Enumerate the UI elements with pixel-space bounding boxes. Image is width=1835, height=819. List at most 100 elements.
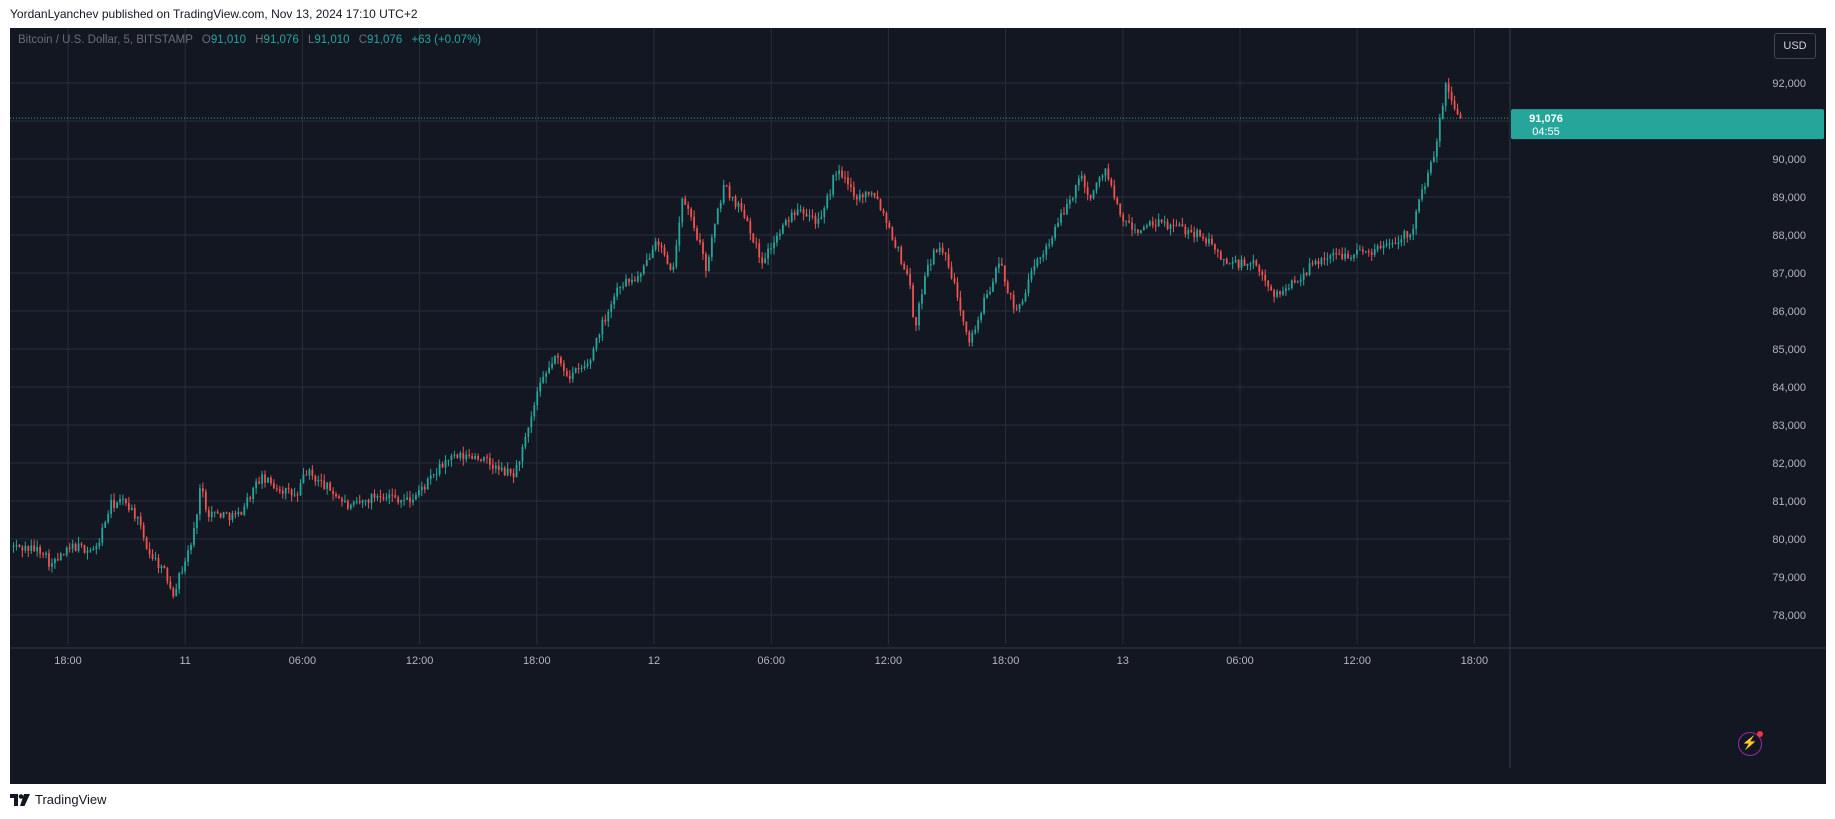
candle-body — [542, 376, 545, 383]
candle-body — [684, 198, 687, 205]
x-tick-label: 18:00 — [523, 655, 551, 667]
x-tick-label: 06:00 — [1226, 655, 1254, 667]
candle-body — [518, 461, 521, 465]
candle-body — [622, 286, 624, 288]
candle-body — [1267, 280, 1270, 287]
candle-body — [1400, 239, 1403, 243]
candle-body — [465, 454, 468, 460]
candle-body — [879, 199, 882, 211]
candle-body — [1338, 253, 1341, 255]
candle-body — [1282, 291, 1284, 295]
candle-body — [391, 494, 394, 496]
candle-body — [1353, 254, 1355, 258]
candle-body — [1125, 220, 1128, 222]
candle-body — [634, 279, 636, 282]
candle-body — [968, 332, 971, 343]
publish-info: YordanLyanchev published on TradingView.… — [10, 7, 418, 21]
candle-body — [503, 467, 506, 476]
candle-body — [175, 589, 178, 597]
candle-body — [506, 468, 509, 476]
candle-body — [311, 469, 314, 476]
candle-body — [98, 542, 101, 546]
candle-body — [1169, 224, 1172, 230]
candle-body — [1184, 226, 1187, 235]
candle-body — [154, 557, 157, 559]
currency-button[interactable]: USD — [1774, 33, 1816, 59]
footer: TradingView — [0, 784, 1835, 819]
candle-body — [850, 184, 852, 187]
candle-body — [545, 373, 548, 377]
candle-body — [346, 500, 349, 509]
candle-body — [1279, 291, 1281, 295]
candle-body — [557, 355, 559, 358]
chart-panel[interactable]: 78,000 79,000 80,000 81,000 82,000 83,000 84,0… — [10, 28, 1826, 784]
candle-body — [480, 459, 482, 461]
candle-body — [1036, 258, 1039, 266]
candle-body — [222, 512, 225, 518]
candle-body — [551, 363, 553, 368]
candle-body — [59, 553, 62, 561]
candle-body — [74, 544, 77, 552]
lightning-alert-icon[interactable]: ⚡ — [1738, 731, 1763, 756]
candle-body — [693, 216, 695, 229]
candle-body — [1104, 168, 1107, 176]
candle-body — [554, 355, 556, 364]
candle-body — [1175, 225, 1178, 227]
candle-body — [15, 545, 18, 547]
candle-body — [539, 382, 542, 392]
candle-body — [1228, 263, 1231, 265]
candle-body — [423, 486, 426, 490]
candle-body — [912, 285, 914, 318]
candle-body — [870, 192, 873, 195]
candle-body — [613, 296, 616, 305]
candle-body — [784, 220, 787, 226]
candle-body — [382, 497, 385, 499]
candle-body — [616, 287, 619, 297]
candle-body — [713, 224, 716, 238]
candle-body — [468, 454, 471, 457]
candle-body — [1211, 238, 1213, 245]
candle-body — [1317, 260, 1320, 265]
x-tick-label: 06:00 — [757, 655, 785, 667]
y-tick-label: 81,000 — [1772, 496, 1806, 508]
price-chart[interactable]: 78,000 79,000 80,000 81,000 82,000 83,000 84,0… — [10, 28, 1826, 784]
candle-body — [243, 506, 246, 515]
candle-body — [163, 566, 166, 569]
candle-body — [1140, 230, 1142, 233]
candle-body — [959, 297, 962, 311]
candle-body — [1361, 249, 1364, 252]
candle-body — [281, 490, 284, 494]
candle-body — [521, 446, 524, 462]
notification-dot — [1757, 731, 1763, 737]
tradingview-brand[interactable]: TradingView — [10, 792, 107, 807]
candle-body — [45, 553, 47, 555]
legend-close: 91,076 — [367, 34, 403, 46]
candle-body — [329, 482, 332, 491]
candle-body — [122, 498, 124, 500]
y-tick-label: 78,000 — [1772, 610, 1806, 622]
candle-body — [1021, 301, 1024, 305]
candle-body — [1231, 261, 1234, 264]
candle-body — [631, 279, 633, 283]
candle-body — [568, 375, 571, 379]
candle-body — [604, 319, 607, 322]
candle-body — [1187, 230, 1190, 235]
y-tick-label: 88,000 — [1772, 230, 1806, 242]
candle-body — [267, 477, 269, 483]
candle-body — [956, 282, 959, 298]
candle-body — [199, 488, 201, 515]
candle-body — [1166, 221, 1169, 230]
candle-body — [1409, 234, 1412, 238]
candle-body — [255, 481, 258, 488]
candle-body — [1285, 288, 1287, 292]
candle-body — [1216, 249, 1219, 252]
candle-body — [1030, 271, 1033, 280]
candle-body — [1421, 189, 1423, 200]
candle-body — [278, 489, 281, 491]
legend-open-label: O — [201, 34, 211, 46]
candle-body — [1214, 244, 1216, 250]
candle-body — [758, 243, 761, 258]
candle-body — [1335, 253, 1338, 255]
candle-body — [722, 185, 725, 203]
candle-body — [54, 559, 56, 564]
